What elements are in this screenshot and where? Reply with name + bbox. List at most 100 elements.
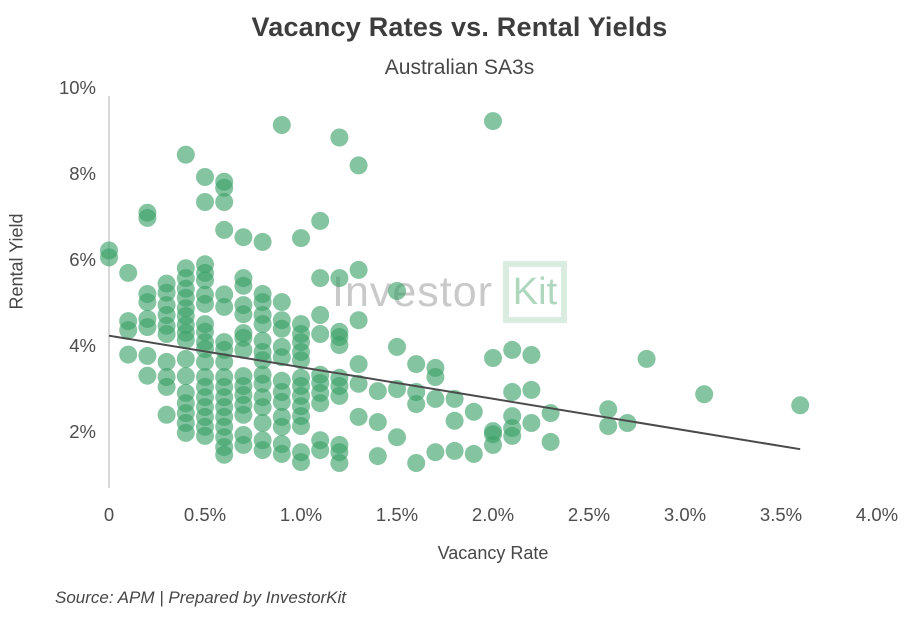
data-point <box>215 285 234 304</box>
data-point <box>599 400 618 419</box>
data-point <box>272 348 291 367</box>
data-point <box>157 405 176 424</box>
data-point <box>253 414 272 432</box>
data-point <box>541 432 560 451</box>
data-point <box>407 355 426 374</box>
data-point <box>445 389 464 408</box>
watermark-kit-text: Kit <box>512 271 558 313</box>
data-point <box>253 374 272 393</box>
data-point <box>349 355 368 374</box>
data-point <box>138 318 157 337</box>
data-point <box>407 454 426 472</box>
y-axis-title: Rental Yield <box>6 213 27 310</box>
data-point <box>445 441 464 460</box>
data-point <box>234 340 253 359</box>
data-point <box>445 411 464 430</box>
data-point <box>388 282 406 300</box>
data-point <box>119 345 138 364</box>
data-point <box>791 396 810 415</box>
data-point <box>349 407 368 426</box>
data-point <box>368 382 387 401</box>
data-point <box>215 178 234 197</box>
data-point <box>311 325 330 343</box>
data-point <box>176 145 195 164</box>
data-point <box>138 366 157 385</box>
data-point <box>272 417 291 436</box>
data-point <box>484 112 502 131</box>
data-point <box>215 297 234 316</box>
data-point <box>176 349 195 368</box>
data-point <box>503 383 522 401</box>
data-point <box>253 232 272 251</box>
data-point <box>599 417 618 435</box>
x-tick-label: 0 <box>104 504 114 525</box>
data-point <box>330 386 349 405</box>
x-tick-label: 3.5% <box>760 504 802 525</box>
data-point <box>503 426 522 445</box>
data-point <box>100 248 118 267</box>
data-point <box>215 193 234 211</box>
data-point <box>272 293 291 312</box>
data-point <box>695 385 714 404</box>
data-point <box>176 331 195 349</box>
data-point <box>138 293 157 312</box>
data-point <box>292 417 310 435</box>
data-point <box>311 306 330 324</box>
data-point <box>311 394 330 413</box>
data-point <box>637 349 656 368</box>
data-point <box>484 435 502 454</box>
data-point <box>292 351 310 370</box>
data-point <box>234 276 253 295</box>
trend-line <box>108 334 801 451</box>
data-point <box>234 228 253 247</box>
data-point <box>311 211 330 230</box>
investorkit-watermark: Investor Kit <box>332 261 567 323</box>
data-point <box>176 423 195 442</box>
data-point <box>196 294 214 313</box>
data-point <box>522 414 541 432</box>
data-point <box>426 443 445 462</box>
x-tick-label: 1.5% <box>376 504 418 525</box>
data-point <box>157 325 176 343</box>
data-point <box>196 271 214 290</box>
data-point <box>368 447 387 466</box>
data-point <box>138 208 157 227</box>
data-point <box>234 435 253 454</box>
y-tick-label: 10% <box>59 77 96 98</box>
data-point <box>311 269 330 288</box>
data-point <box>272 116 291 134</box>
data-point <box>253 441 272 460</box>
data-point <box>349 156 368 175</box>
data-point <box>522 380 541 399</box>
data-point <box>330 454 349 472</box>
data-point <box>330 128 349 147</box>
x-tick-label: 2.0% <box>472 504 514 525</box>
data-point <box>522 346 541 364</box>
data-point <box>196 340 214 358</box>
y-tick-label: 8% <box>69 163 96 184</box>
y-tick-labels: 2% 4% 6% 8% 10% <box>59 77 96 442</box>
data-point <box>196 168 214 186</box>
data-point <box>272 319 291 338</box>
data-point <box>349 374 368 393</box>
data-point <box>215 445 234 464</box>
data-point <box>196 426 214 445</box>
data-point <box>253 315 272 334</box>
data-point <box>330 269 349 288</box>
x-tick-label: 3.0% <box>664 504 706 525</box>
data-point <box>349 311 368 330</box>
x-tick-labels: 0 0.5% 1.0% 1.5% 2.0% 2.5% 3.0% 3.5% 4.0% <box>104 504 898 525</box>
x-tick-label: 0.5% <box>184 504 226 525</box>
data-point <box>426 389 445 408</box>
data-point <box>234 305 253 324</box>
data-point <box>157 377 176 396</box>
data-point <box>196 193 214 211</box>
data-point <box>292 453 310 472</box>
y-tick-label: 6% <box>69 249 96 270</box>
data-point <box>503 340 522 359</box>
data-point <box>272 444 291 463</box>
data-point <box>464 402 483 421</box>
data-point <box>119 263 138 282</box>
y-tick-label: 2% <box>69 421 96 442</box>
